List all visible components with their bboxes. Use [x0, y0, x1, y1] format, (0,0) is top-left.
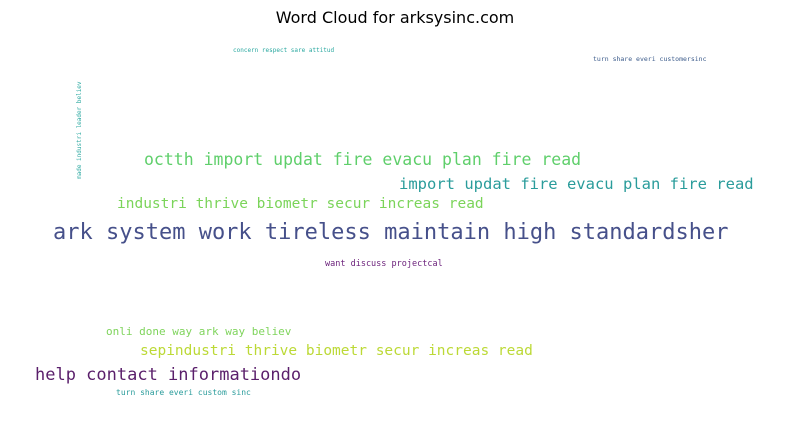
chart-title: Word Cloud for arksysinc.com [275, 8, 515, 27]
word-1: ark system work tireless maintain high s… [53, 220, 729, 245]
word-7: onli done way ark way believ [106, 325, 292, 338]
word-10: concern respect sare attitud [233, 47, 335, 54]
word-5: help contact informationdo [35, 365, 302, 385]
word-4: industri thrive biometr secur increas re… [117, 196, 484, 212]
word-6: sepindustri thrive biometr secur increas… [140, 343, 533, 359]
word-8: want discuss projectcal [325, 259, 443, 269]
word-9: turn share everi custom sinc [116, 388, 251, 397]
word-2: octth import updat fire evacu plan fire … [144, 150, 582, 169]
word-3: import updat fire evacu plan fire read [399, 175, 754, 193]
word-11: turn share everi customersinc [593, 55, 707, 63]
word-12: made industri leader believ [76, 81, 83, 179]
